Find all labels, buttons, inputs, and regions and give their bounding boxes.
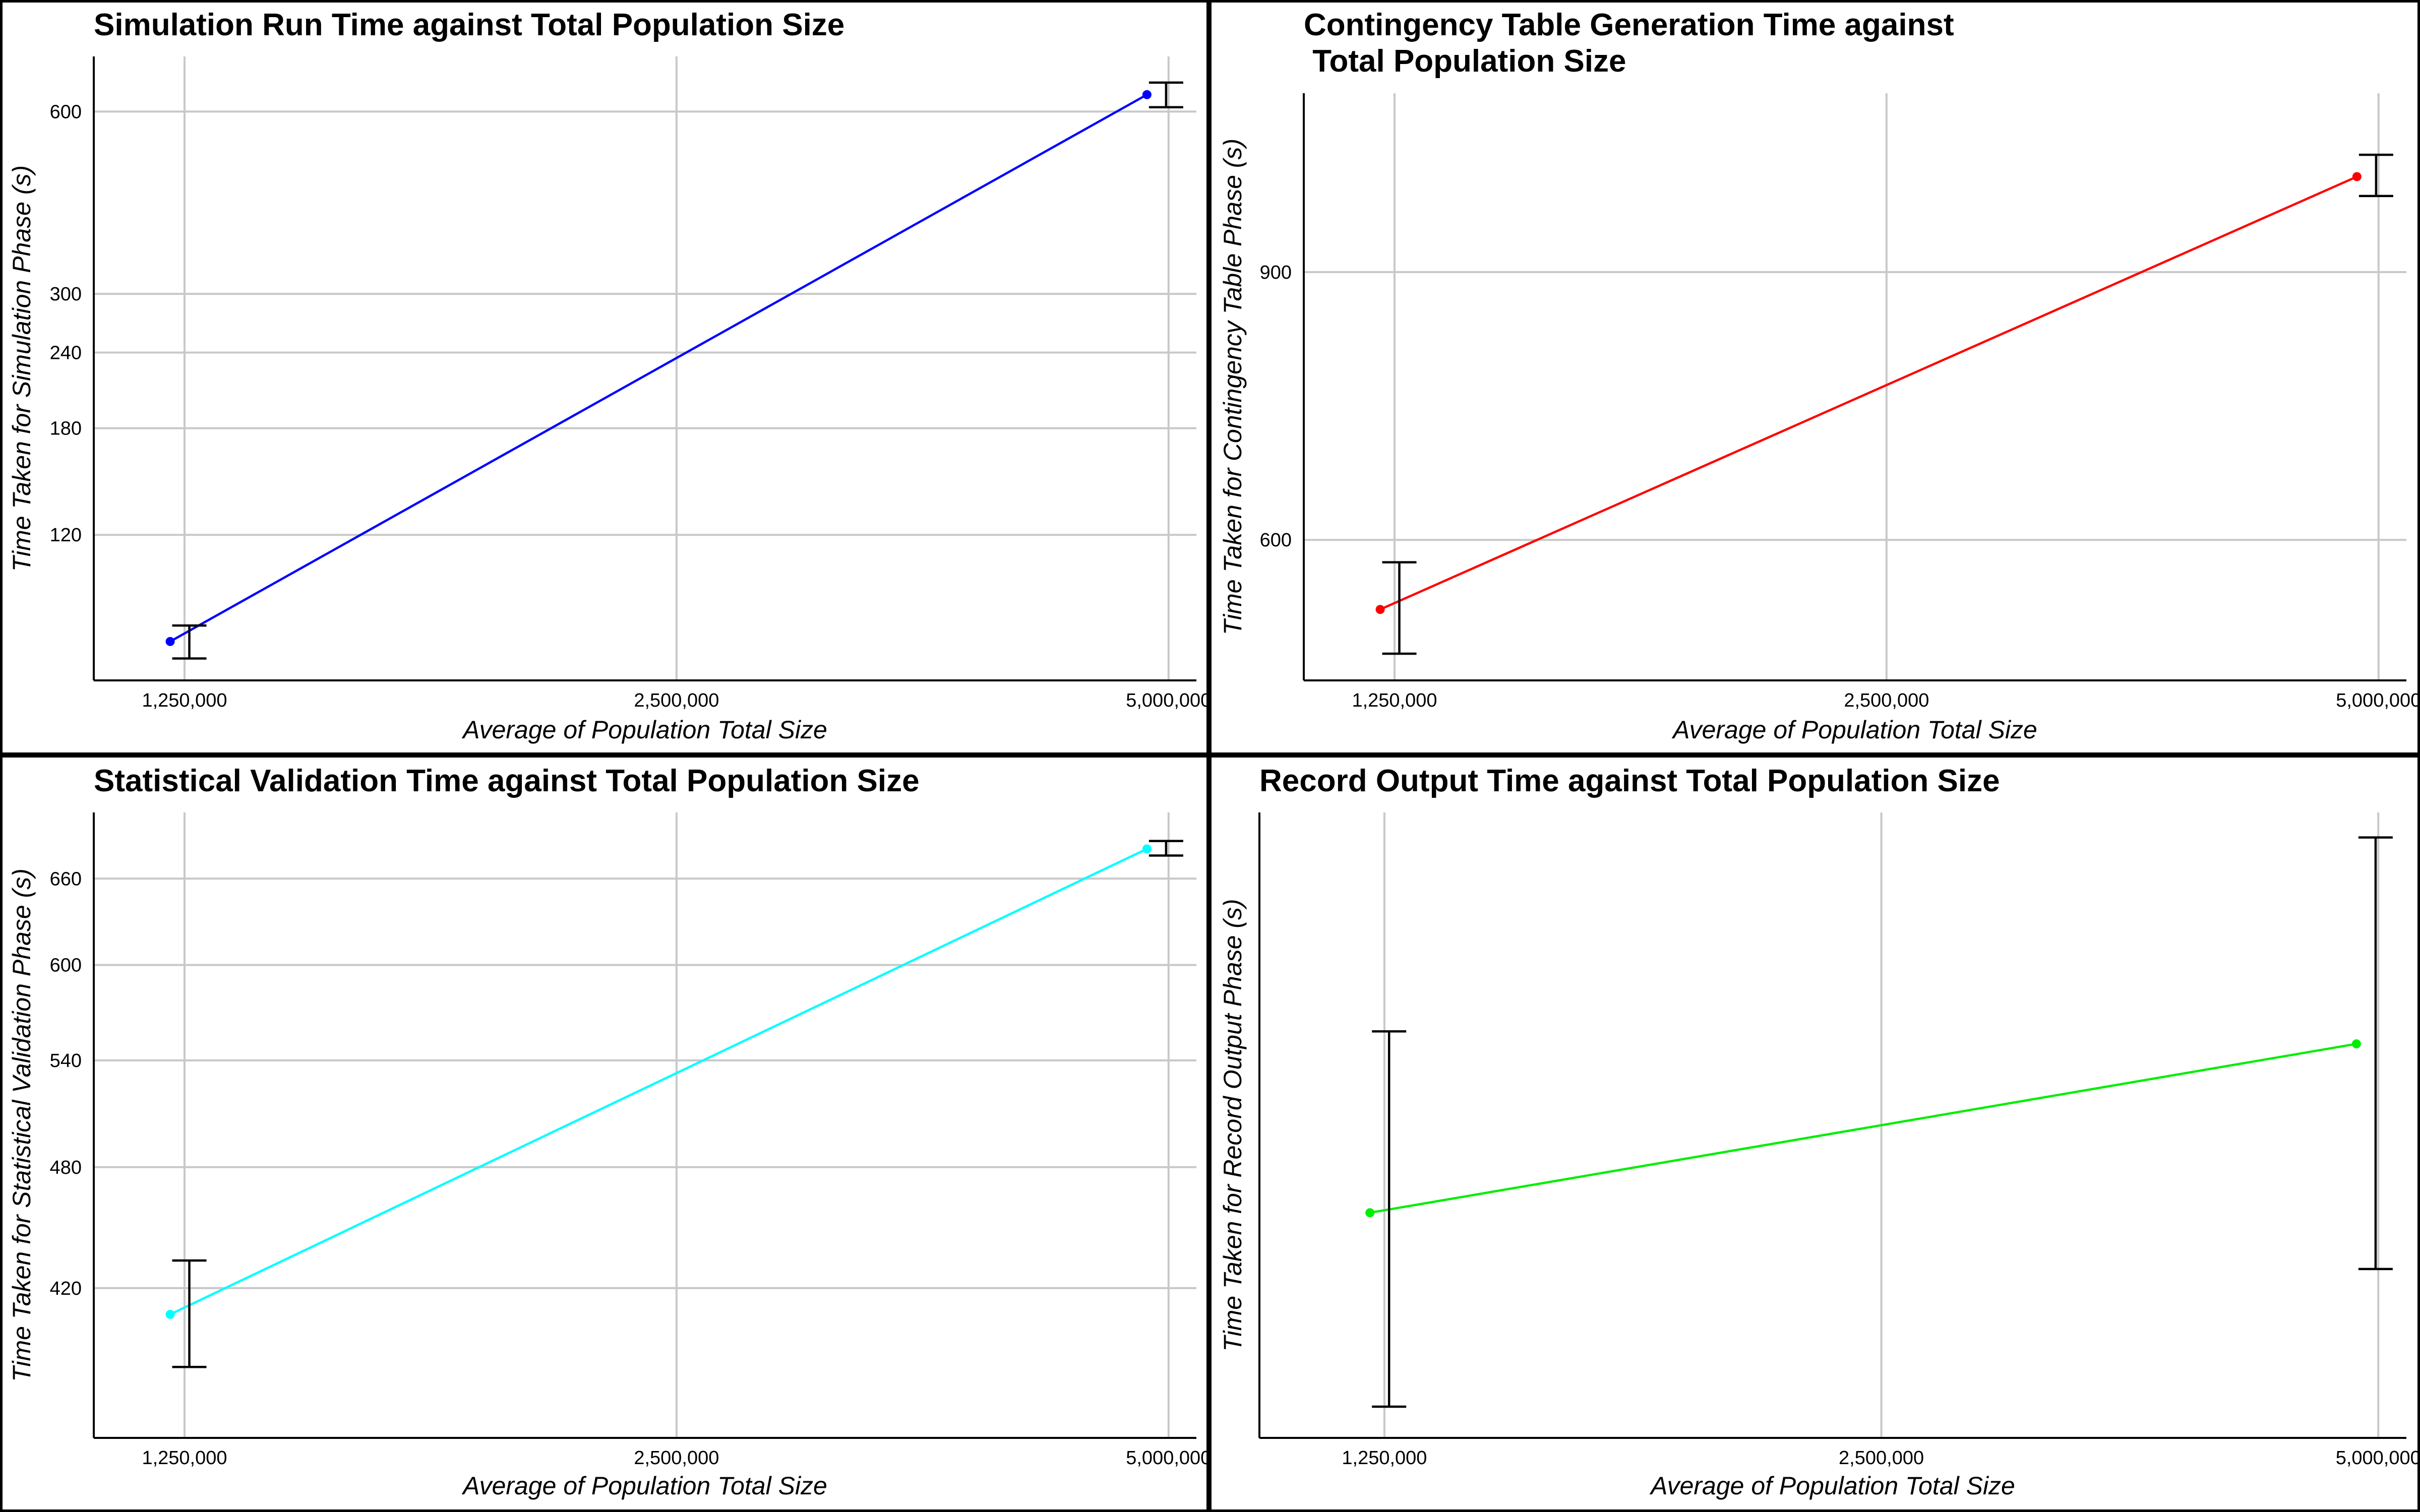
y-tick-label: 120: [50, 525, 82, 546]
y-tick-label: 240: [50, 343, 82, 364]
x-tick-label: 1,250,000: [1342, 1447, 1427, 1469]
panel-contingency-table: 1,250,000 2,500,000 5,000,000 600 900 Conting…: [1209, 0, 2420, 755]
panel-frame: [1209, 755, 2420, 1512]
series-line: [169, 93, 1147, 643]
data-point: [165, 637, 175, 646]
chart-title-line: Contingency Table Generation Time agains…: [1304, 8, 1954, 42]
y-axis-label: Time Taken for Record Output Phase (s): [1219, 899, 1247, 1351]
panel-frame: [0, 755, 1209, 1512]
x-tick-label: 1,250,000: [142, 690, 227, 711]
x-tick-label: 1,250,000: [142, 1447, 227, 1469]
x-tick-label: 2,500,000: [634, 1447, 719, 1469]
x-axis-label: Average of Population Total Size: [461, 716, 827, 744]
y-tick-label: 420: [50, 1278, 82, 1299]
x-tick-label: 2,500,000: [634, 690, 719, 711]
series-line: [1369, 1042, 2357, 1214]
panel-frame: [1209, 0, 2420, 755]
y-axis-label: Time Taken for Simulation Phase (s): [8, 165, 36, 572]
y-tick-label: 180: [50, 418, 82, 439]
y-axis-label: Time Taken for Statistical Validation Ph…: [8, 868, 36, 1382]
x-tick-label: 1,250,000: [1352, 690, 1437, 711]
panel-statistical-validation: 1,250,000 2,500,000 5,000,000 420 480 540 600 6…: [0, 755, 1211, 1512]
series-line: [169, 848, 1147, 1315]
chart-title: Contingency Table Generation Time agains…: [1304, 8, 1954, 79]
data-point: [1365, 1208, 1375, 1218]
chart-title: Simulation Run Time against Total Popula…: [94, 8, 844, 42]
chart-title-line: Statistical Validation Time against Tota…: [94, 764, 920, 798]
panel-simulation: 1,250,000 2,500,000 5,000,000 120 180 240 300 6…: [0, 0, 1211, 755]
y-tick-label: 300: [50, 284, 82, 305]
x-axis-label: Average of Population Total Size: [461, 1472, 827, 1500]
x-tick-label: 2,500,000: [1844, 690, 1929, 711]
y-axis-label: Time Taken for Contingency Table Phase (…: [1219, 139, 1247, 635]
y-tick-label: 900: [1260, 262, 1292, 283]
data-point: [1142, 90, 1152, 99]
x-tick-label: 5,000,000: [1126, 1447, 1211, 1469]
y-tick-label: 660: [50, 868, 82, 890]
x-tick-label: 2,500,000: [1839, 1447, 1924, 1469]
x-axis-label: Average of Population Total Size: [1649, 1472, 2015, 1500]
panel-frame: [0, 0, 1209, 755]
y-tick-label: 600: [50, 101, 82, 122]
x-axis-label: Average of Population Total Size: [1671, 716, 2037, 744]
panel-record-output: 1,250,000 2,500,000 5,000,000 Record Output…: [1209, 755, 2420, 1512]
data-point: [1375, 605, 1385, 614]
y-tick-label: 600: [50, 955, 82, 976]
chart-title-line: Total Population Size: [1304, 44, 1626, 79]
data-point: [2352, 172, 2362, 181]
data-point: [1142, 844, 1152, 854]
data-point: [2351, 1039, 2361, 1049]
y-tick-label: 540: [50, 1050, 82, 1072]
x-tick-label: 5,000,000: [1126, 690, 1211, 711]
chart-title: Statistical Validation Time against Tota…: [94, 764, 920, 798]
y-tick-label: 480: [50, 1157, 82, 1178]
x-tick-label: 5,000,000: [2336, 690, 2420, 711]
chart-title: Record Output Time against Total Populat…: [1259, 764, 2000, 798]
x-tick-label: 5,000,000: [2336, 1447, 2420, 1469]
chart-title-line: Record Output Time against Total Populat…: [1259, 764, 2000, 798]
y-tick-label: 600: [1260, 530, 1292, 551]
chart-title-line: Simulation Run Time against Total Popula…: [94, 8, 844, 42]
series-line: [1379, 175, 2357, 611]
data-point: [165, 1309, 175, 1319]
